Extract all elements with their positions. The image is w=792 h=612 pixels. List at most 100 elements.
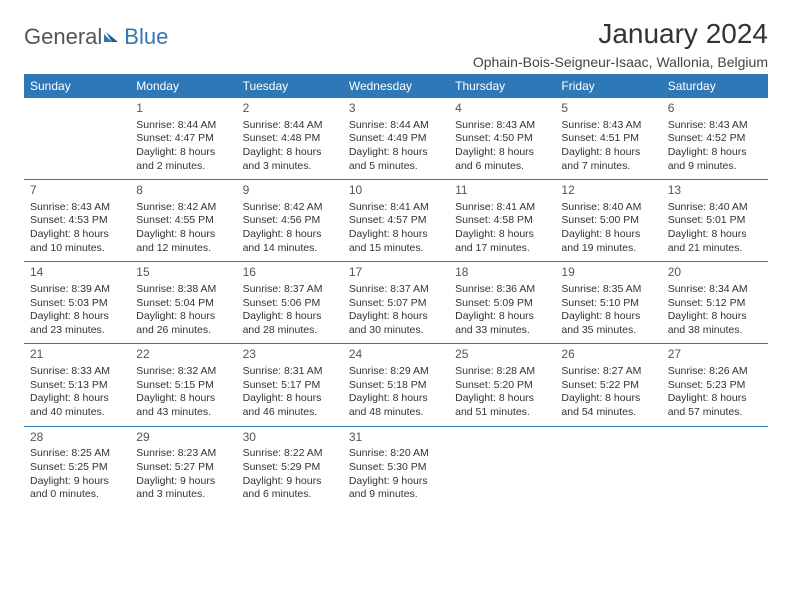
daylight-text: and 35 minutes. bbox=[561, 324, 655, 338]
day-cell: 22Sunrise: 8:32 AMSunset: 5:15 PMDayligh… bbox=[130, 344, 236, 425]
daylight-text: and 51 minutes. bbox=[455, 406, 549, 420]
sunset-text: Sunset: 4:55 PM bbox=[136, 214, 230, 228]
daylight-text: and 3 minutes. bbox=[136, 488, 230, 502]
day-number: 11 bbox=[455, 183, 549, 199]
day-cell: 9Sunrise: 8:42 AMSunset: 4:56 PMDaylight… bbox=[237, 180, 343, 261]
sunrise-text: Sunrise: 8:43 AM bbox=[30, 201, 124, 215]
sunset-text: Sunset: 5:29 PM bbox=[243, 461, 337, 475]
week-row: 1Sunrise: 8:44 AMSunset: 4:47 PMDaylight… bbox=[24, 98, 768, 179]
daylight-text: Daylight: 8 hours bbox=[455, 310, 549, 324]
sunset-text: Sunset: 5:18 PM bbox=[349, 379, 443, 393]
daylight-text: Daylight: 8 hours bbox=[668, 392, 762, 406]
day-number: 6 bbox=[668, 101, 762, 117]
day-cell: 17 Sunrise: 8:37 AMSunset: 5:07 PMDayligh… bbox=[343, 262, 449, 343]
daylight-text: Daylight: 8 hours bbox=[136, 228, 230, 242]
day-number: 13 bbox=[668, 183, 762, 199]
daylight-text: and 46 minutes. bbox=[243, 406, 337, 420]
day-cell: 11Sunrise: 8:41 AMSunset: 4:58 PMDayligh… bbox=[449, 180, 555, 261]
daylight-text: and 38 minutes. bbox=[668, 324, 762, 338]
day-cell: 24Sunrise: 8:29 AMSunset: 5:18 PMDayligh… bbox=[343, 344, 449, 425]
daylight-text: and 23 minutes. bbox=[30, 324, 124, 338]
daylight-text: and 12 minutes. bbox=[136, 242, 230, 256]
calendar-body: 1Sunrise: 8:44 AMSunset: 4:47 PMDaylight… bbox=[24, 98, 768, 508]
day-header: Tuesday bbox=[237, 74, 343, 98]
day-number: 26 bbox=[561, 347, 655, 363]
day-cell bbox=[449, 427, 555, 508]
day-cell: 7Sunrise: 8:43 AMSunset: 4:53 PMDaylight… bbox=[24, 180, 130, 261]
day-cell: 27Sunrise: 8:26 AMSunset: 5:23 PMDayligh… bbox=[662, 344, 768, 425]
daylight-text: Daylight: 8 hours bbox=[349, 228, 443, 242]
day-cell: 1Sunrise: 8:44 AMSunset: 4:47 PMDaylight… bbox=[130, 98, 236, 179]
daylight-text: and 6 minutes. bbox=[243, 488, 337, 502]
sunrise-text: Sunrise: 8:22 AM bbox=[243, 447, 337, 461]
sunrise-text: Sunrise: 8:37 AM bbox=[243, 283, 337, 297]
daylight-text: Daylight: 8 hours bbox=[668, 310, 762, 324]
sunrise-text: Sunrise: 8:43 AM bbox=[668, 119, 762, 133]
sunset-text: Sunset: 5:00 PM bbox=[561, 214, 655, 228]
sunset-text: Sunset: 5:22 PM bbox=[561, 379, 655, 393]
sunrise-text: Sunrise: 8:37 AM bbox=[349, 283, 443, 297]
day-number: 19 bbox=[561, 265, 655, 281]
daylight-text: and 14 minutes. bbox=[243, 242, 337, 256]
calendar-table: SundayMondayTuesdayWednesdayThursdayFrid… bbox=[24, 74, 768, 508]
calendar-head: SundayMondayTuesdayWednesdayThursdayFrid… bbox=[24, 74, 768, 98]
daylight-text: and 9 minutes. bbox=[349, 488, 443, 502]
day-header: Thursday bbox=[449, 74, 555, 98]
day-header: Saturday bbox=[662, 74, 768, 98]
daylight-text: Daylight: 8 hours bbox=[561, 228, 655, 242]
daylight-text: Daylight: 9 hours bbox=[349, 475, 443, 489]
sunset-text: Sunset: 5:17 PM bbox=[243, 379, 337, 393]
sunset-text: Sunset: 5:09 PM bbox=[455, 297, 549, 311]
day-header: Sunday bbox=[24, 74, 130, 98]
day-number: 17 bbox=[349, 265, 443, 281]
sunrise-text: Sunrise: 8:32 AM bbox=[136, 365, 230, 379]
sunrise-text: Sunrise: 8:43 AM bbox=[455, 119, 549, 133]
day-cell: 20Sunrise: 8:34 AMSunset: 5:12 PMDayligh… bbox=[662, 262, 768, 343]
daylight-text: Daylight: 9 hours bbox=[136, 475, 230, 489]
daylight-text: and 6 minutes. bbox=[455, 160, 549, 174]
daylight-text: Daylight: 8 hours bbox=[30, 392, 124, 406]
daylight-text: Daylight: 8 hours bbox=[30, 228, 124, 242]
daylight-text: Daylight: 8 hours bbox=[668, 228, 762, 242]
day-cell bbox=[24, 98, 130, 179]
day-header: Monday bbox=[130, 74, 236, 98]
logo-text-1: General bbox=[24, 24, 102, 50]
day-cell: 28Sunrise: 8:25 AMSunset: 5:25 PMDayligh… bbox=[24, 427, 130, 508]
daylight-text: Daylight: 8 hours bbox=[243, 146, 337, 160]
day-number: 22 bbox=[136, 347, 230, 363]
day-number: 3 bbox=[349, 101, 443, 117]
daylight-text: and 33 minutes. bbox=[455, 324, 549, 338]
daylight-text: Daylight: 8 hours bbox=[349, 310, 443, 324]
sunset-text: Sunset: 4:56 PM bbox=[243, 214, 337, 228]
day-number: 4 bbox=[455, 101, 549, 117]
day-number: 30 bbox=[243, 430, 337, 446]
sunrise-text: Sunrise: 8:42 AM bbox=[243, 201, 337, 215]
daylight-text: and 57 minutes. bbox=[668, 406, 762, 420]
logo: General Blue bbox=[24, 18, 168, 50]
daylight-text: Daylight: 8 hours bbox=[455, 392, 549, 406]
location-subtitle: Ophain-Bois-Seigneur-Isaac, Wallonia, Be… bbox=[473, 54, 768, 70]
day-number: 23 bbox=[243, 347, 337, 363]
sunset-text: Sunset: 5:12 PM bbox=[668, 297, 762, 311]
sunrise-text: Sunrise: 8:42 AM bbox=[136, 201, 230, 215]
sunrise-text: Sunrise: 8:27 AM bbox=[561, 365, 655, 379]
sunset-text: Sunset: 4:50 PM bbox=[455, 132, 549, 146]
day-number: 27 bbox=[668, 347, 762, 363]
day-cell: 5Sunrise: 8:43 AMSunset: 4:51 PMDaylight… bbox=[555, 98, 661, 179]
day-number: 10 bbox=[349, 183, 443, 199]
daylight-text: and 54 minutes. bbox=[561, 406, 655, 420]
logo-flag-icon bbox=[104, 24, 124, 50]
sunset-text: Sunset: 4:51 PM bbox=[561, 132, 655, 146]
sunset-text: Sunset: 5:07 PM bbox=[349, 297, 443, 311]
day-cell: 16Sunrise: 8:37 AMSunset: 5:06 PMDayligh… bbox=[237, 262, 343, 343]
sunrise-text: Sunrise: 8:41 AM bbox=[349, 201, 443, 215]
day-number: 31 bbox=[349, 430, 443, 446]
week-row: 14Sunrise: 8:39 AMSunset: 5:03 PMDayligh… bbox=[24, 262, 768, 343]
daylight-text: and 15 minutes. bbox=[349, 242, 443, 256]
sunrise-text: Sunrise: 8:29 AM bbox=[349, 365, 443, 379]
sunset-text: Sunset: 4:48 PM bbox=[243, 132, 337, 146]
day-cell: 15Sunrise: 8:38 AMSunset: 5:04 PMDayligh… bbox=[130, 262, 236, 343]
daylight-text: Daylight: 8 hours bbox=[136, 310, 230, 324]
day-number: 20 bbox=[668, 265, 762, 281]
day-number: 21 bbox=[30, 347, 124, 363]
